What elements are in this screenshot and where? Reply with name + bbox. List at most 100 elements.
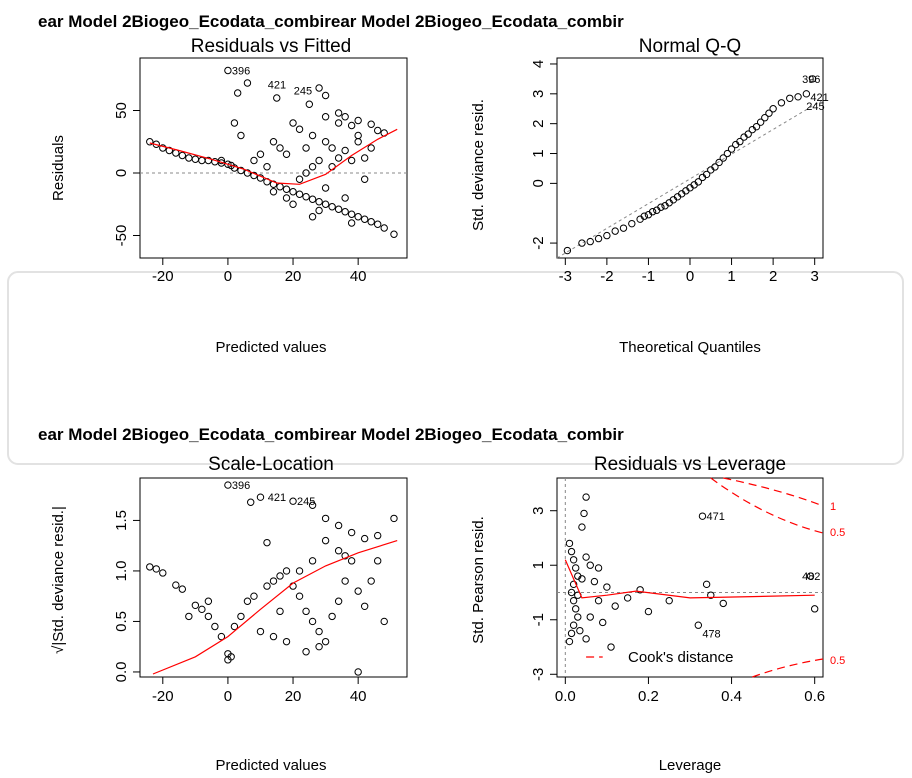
data-point — [361, 176, 367, 182]
x-tick-label: -3 — [559, 268, 572, 285]
y-tick-label: 0 — [530, 179, 547, 187]
data-point — [787, 95, 793, 101]
data-point — [803, 91, 809, 97]
data-point — [595, 235, 601, 241]
x-tick-label: 40 — [350, 268, 367, 285]
x-tick-label: 0 — [224, 688, 232, 705]
data-point — [355, 588, 361, 594]
y-tick-label: 0 — [113, 169, 130, 177]
x-tick-label: -2 — [600, 268, 613, 285]
data-point — [270, 578, 276, 584]
data-point — [335, 110, 341, 116]
data-point — [283, 151, 289, 157]
y-tick-label: 0.0 — [113, 662, 130, 683]
data-point — [348, 122, 354, 128]
data-point — [335, 155, 341, 161]
data-point — [342, 195, 348, 201]
cooks-curve-05-top — [711, 478, 823, 533]
data-point — [577, 627, 583, 633]
y-tick-label: 3 — [530, 90, 547, 98]
data-point — [374, 221, 380, 227]
cooks-level-label: 0.5 — [830, 655, 845, 667]
data-point — [595, 565, 601, 571]
point-label: 471 — [706, 511, 724, 523]
data-point — [624, 595, 630, 601]
data-point — [695, 622, 701, 628]
data-point — [581, 510, 587, 516]
data-point — [244, 598, 250, 604]
data-point — [795, 94, 801, 100]
data-point — [391, 231, 397, 237]
data-point — [257, 151, 263, 157]
data-point — [361, 216, 367, 222]
cooks-level-label: 1 — [830, 501, 836, 513]
data-point — [316, 643, 322, 649]
x-axis-label: Predicted values — [216, 339, 327, 356]
cooks-curve-1 — [723, 478, 823, 506]
panel-scale-location: Scale-Location Predicted values √|Std. d… — [50, 454, 407, 774]
data-point — [579, 524, 585, 530]
x-tick-label: 2 — [769, 268, 777, 285]
data-point — [290, 189, 296, 195]
data-point — [575, 614, 581, 620]
point-label: 421 — [268, 79, 286, 91]
data-point — [757, 119, 763, 125]
point-label: 396 — [232, 480, 250, 492]
data-point — [322, 638, 328, 644]
data-point — [666, 597, 672, 603]
x-tick-label: 0.0 — [555, 688, 576, 705]
data-point — [374, 558, 380, 564]
cooks-level-label: 0.5 — [830, 527, 845, 539]
data-point — [361, 535, 367, 541]
data-point — [283, 638, 289, 644]
data-point — [264, 164, 270, 170]
data-point — [368, 145, 374, 151]
y-tick-label: -3 — [530, 668, 547, 681]
data-point — [248, 499, 254, 505]
plot-frame — [557, 478, 823, 677]
data-point — [179, 152, 185, 158]
data-point — [629, 220, 635, 226]
x-tick-label: 0.2 — [638, 688, 659, 705]
x-tick-label: 1 — [727, 268, 735, 285]
data-point — [620, 225, 626, 231]
data-point — [587, 614, 593, 620]
data-point — [583, 636, 589, 642]
data-point — [322, 92, 328, 98]
x-tick-label: 3 — [811, 268, 819, 285]
data-point — [238, 132, 244, 138]
data-point — [703, 581, 709, 587]
data-point — [322, 201, 328, 207]
data-point — [361, 155, 367, 161]
data-point — [257, 628, 263, 634]
data-point — [296, 126, 302, 132]
data-point — [303, 194, 309, 200]
data-point — [322, 139, 328, 145]
data-point — [368, 219, 374, 225]
x-tick-label: 0 — [686, 268, 694, 285]
data-point — [566, 540, 572, 546]
data-point — [173, 582, 179, 588]
y-tick-label: 1.0 — [113, 561, 130, 582]
data-point — [348, 157, 354, 163]
x-tick-label: -20 — [152, 688, 174, 705]
data-point — [205, 613, 211, 619]
data-point — [199, 157, 205, 163]
y-tick-label: -1 — [530, 613, 547, 626]
data-point — [234, 90, 240, 96]
data-point — [322, 515, 328, 521]
data-point — [251, 157, 257, 163]
data-point — [355, 117, 361, 123]
data-point — [274, 95, 280, 101]
data-point — [355, 214, 361, 220]
data-point — [374, 127, 380, 133]
data-point — [600, 619, 606, 625]
data-point — [724, 150, 730, 156]
data-point — [778, 100, 784, 106]
panel-title: Residuals vs Leverage — [594, 454, 786, 475]
data-point — [322, 537, 328, 543]
data-point — [583, 554, 589, 560]
data-point — [720, 600, 726, 606]
y-axis-label: Residuals — [50, 135, 67, 201]
y-tick-label: 50 — [113, 102, 130, 119]
